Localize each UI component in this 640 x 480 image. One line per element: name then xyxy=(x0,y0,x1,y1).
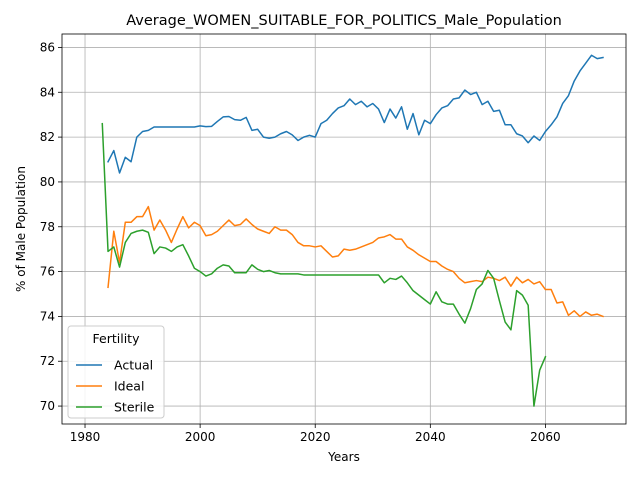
chart-title: Average_WOMEN_SUITABLE_FOR_POLITICS_Male… xyxy=(126,13,562,29)
series-group xyxy=(101,54,604,407)
y-tick-label: 70 xyxy=(40,399,55,413)
legend-label-sterile: Sterile xyxy=(114,400,155,415)
y-tick-label: 72 xyxy=(40,354,55,368)
x-tick-label: 2060 xyxy=(530,430,561,444)
x-tick-label: 2040 xyxy=(415,430,446,444)
legend-items: Actual Ideal Sterile xyxy=(76,358,155,415)
legend-label-actual: Actual xyxy=(114,358,153,373)
legend-label-ideal: Ideal xyxy=(114,379,144,394)
y-axis-title: % of Male Population xyxy=(14,166,28,292)
x-tick-label: 2000 xyxy=(185,430,216,444)
legend-box xyxy=(67,325,165,419)
legend-title: Fertility xyxy=(93,331,141,346)
y-tick-label: 84 xyxy=(40,85,55,99)
series-line-ideal xyxy=(107,205,604,318)
y-tick-label: 86 xyxy=(40,40,55,54)
grid xyxy=(62,34,626,424)
x-tick-label: 1980 xyxy=(70,430,101,444)
x-axis-title: Years xyxy=(327,450,360,464)
y-tick-label: 76 xyxy=(40,265,55,279)
y-axis: 70 72 74 76 78 80 82 84 86 xyxy=(40,40,62,413)
x-tick-label: 2020 xyxy=(300,430,331,444)
x-axis: 1980 2000 2020 2040 2060 xyxy=(70,424,561,444)
plot-frame xyxy=(61,33,627,425)
y-tick-label: 74 xyxy=(40,309,55,323)
legend: Fertility Actual Ideal Sterile xyxy=(67,325,165,419)
series-line-actual xyxy=(107,54,604,174)
series-line-sterile xyxy=(101,122,547,407)
y-tick-label: 82 xyxy=(40,130,55,144)
y-tick-label: 78 xyxy=(40,220,55,234)
y-tick-label: 80 xyxy=(40,175,55,189)
